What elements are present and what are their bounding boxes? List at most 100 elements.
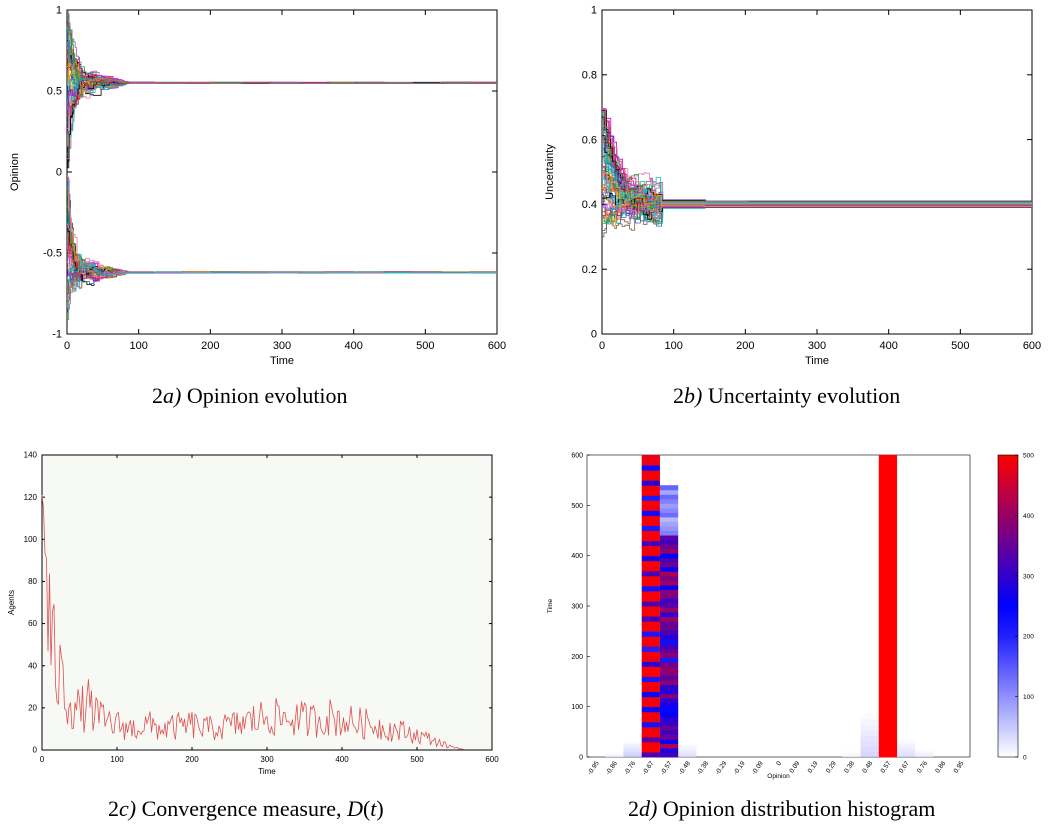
histogram-cell xyxy=(659,752,679,758)
histogram-cell xyxy=(878,701,898,708)
histogram-cell xyxy=(878,606,898,612)
histogram-cell xyxy=(641,661,660,667)
histogram-cell xyxy=(641,495,660,501)
histogram-cell xyxy=(659,535,679,541)
histogram-cell xyxy=(878,696,898,703)
x-tick-label: -0.19 xyxy=(732,760,746,776)
y-tick-label: 40 xyxy=(28,661,37,670)
histogram-cell xyxy=(641,585,660,592)
y-tick-label: 1 xyxy=(591,5,597,17)
histogram-cell xyxy=(641,565,660,572)
histogram-cell-light xyxy=(623,753,642,756)
y-tick-label: 120 xyxy=(24,493,38,502)
histogram-cell-light xyxy=(860,730,879,736)
y-tick-label: 0.8 xyxy=(582,69,597,81)
histogram-cell xyxy=(641,530,660,537)
histogram-cell-light xyxy=(842,752,861,754)
histogram-cell-light xyxy=(915,751,934,753)
y-tick-label: 600 xyxy=(571,453,583,460)
histogram-cell xyxy=(641,535,660,542)
histogram-cell-light xyxy=(605,751,624,753)
histogram-cell-light xyxy=(623,741,642,744)
histogram-cell xyxy=(641,741,660,748)
histogram-cell-light xyxy=(678,752,697,754)
x-tick-label: 400 xyxy=(344,340,362,352)
y-axis-label: Opinion xyxy=(9,153,21,191)
histogram-cell xyxy=(878,460,898,466)
x-tick-label: 500 xyxy=(951,340,969,352)
histogram-cell xyxy=(659,580,679,586)
histogram-cell xyxy=(878,575,898,582)
histogram-cell xyxy=(659,589,679,595)
histogram-cell xyxy=(641,656,660,662)
histogram-cell-light xyxy=(897,745,916,749)
histogram-cell-light xyxy=(842,755,861,757)
y-tick-label: 100 xyxy=(571,704,583,711)
histogram-cell-light xyxy=(605,755,624,757)
histogram-cell-light xyxy=(915,749,934,751)
histogram-cell xyxy=(878,535,898,542)
opinion-series-line xyxy=(67,72,497,115)
opinion-series-line xyxy=(67,264,497,299)
histogram-cell-light xyxy=(842,754,861,756)
histogram-cell-light xyxy=(897,743,916,746)
y-tick-label: 1 xyxy=(56,5,62,17)
histogram-cell xyxy=(659,607,679,613)
y-tick-label: 400 xyxy=(571,553,583,560)
histogram-cell-light xyxy=(678,745,697,748)
x-tick-label: 400 xyxy=(879,340,897,352)
opinion-series-line xyxy=(67,81,497,115)
x-tick-label: 200 xyxy=(201,340,219,352)
uncertainty-evolution-chart: 0 100 200 300 400 500 600 0 0.2 0.4 0.6 0.8 1 Time Unc… xyxy=(544,5,1041,367)
colorbar-tick-label: 0 xyxy=(1023,755,1027,762)
histogram-cell xyxy=(659,634,679,640)
histogram-cell xyxy=(878,495,898,501)
histogram-cell xyxy=(641,525,660,531)
y-tick-label: 0.6 xyxy=(582,134,597,146)
histogram-cell xyxy=(659,693,679,699)
histogram-cell xyxy=(641,475,660,481)
opinion-series-line xyxy=(67,20,497,89)
y-tick-label: -0.5 xyxy=(43,248,62,260)
histogram-cell-light xyxy=(897,754,916,757)
histogram-cell-light xyxy=(915,753,934,755)
histogram-cell-light xyxy=(623,743,642,746)
histogram-cell-light xyxy=(915,754,934,756)
histogram-cell xyxy=(878,545,898,552)
x-tick-label: 0.38 xyxy=(843,760,856,775)
uncertainty-series-line xyxy=(602,200,1032,219)
histogram-cell xyxy=(641,606,660,612)
colorbar-tick-label: 300 xyxy=(1023,573,1034,580)
opinion-series-line xyxy=(67,42,497,89)
x-axis-label: Opinion xyxy=(767,773,790,780)
opinion-series-line xyxy=(67,81,497,162)
opinion-series-line xyxy=(67,265,497,294)
histogram-cell-light xyxy=(678,750,697,753)
histogram-cell-light xyxy=(605,753,624,754)
histogram-cell xyxy=(659,648,679,654)
convergence-panel: 0 100 200 300 400 500 600 0 20 40 60 80 100 120 140 Tim… xyxy=(5,445,505,780)
histogram-cell xyxy=(641,555,660,562)
y-tick-label: 80 xyxy=(28,577,37,586)
x-tick-label: 300 xyxy=(260,755,274,764)
histogram-cell xyxy=(878,510,898,516)
x-tick-label: 0 xyxy=(40,755,45,764)
histogram-cell-light xyxy=(842,750,861,752)
histogram-cell xyxy=(641,560,660,567)
opinion-series-line xyxy=(67,193,497,274)
y-tick-label: 300 xyxy=(571,604,583,611)
x-tick-label: 100 xyxy=(110,755,124,764)
x-tick-label: -0.86 xyxy=(605,760,619,776)
histogram-cell xyxy=(641,691,660,698)
uncertainty-series-line xyxy=(602,109,1032,214)
uncertainty-series-line xyxy=(602,115,1032,206)
histogram-cell xyxy=(878,505,898,511)
opinion-series-line xyxy=(67,261,497,282)
x-tick-label: 0.67 xyxy=(898,760,911,775)
y-axis-label: Time xyxy=(547,599,554,614)
opinion-series-line xyxy=(67,82,497,169)
opinion-series-line xyxy=(67,266,497,314)
histogram-cell xyxy=(878,741,898,748)
histogram-cell xyxy=(659,738,679,744)
histogram-cell-light xyxy=(678,747,697,750)
